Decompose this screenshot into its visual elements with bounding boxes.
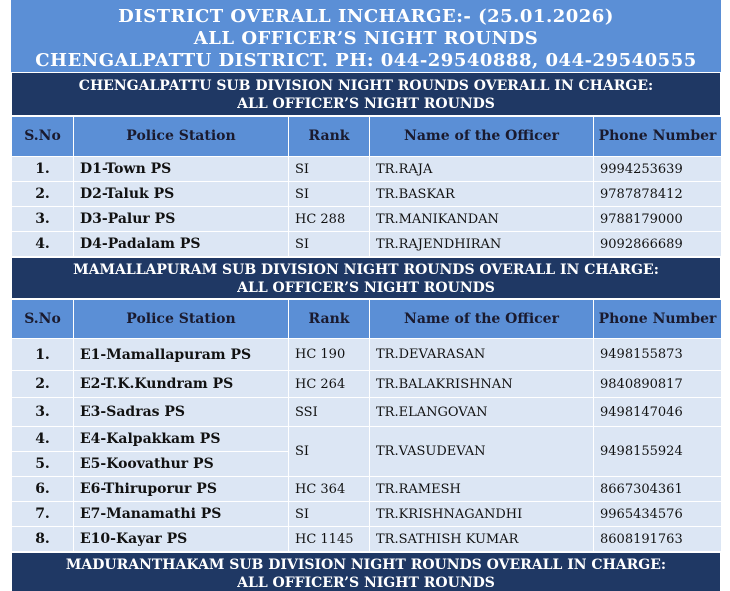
section-mamallapuram-header: MAMALLAPURAM SUB DIVISION NIGHT ROUNDS O… (11, 257, 721, 299)
row-phone-number: 8667304361 (593, 476, 721, 502)
banner-district-phone: CHENGALPATTU DISTRICT. PH: 044-29540888,… (35, 50, 697, 71)
row-rank: HC 264 (288, 370, 370, 398)
column-police-station: Police Station (73, 299, 289, 339)
row-rank: HC 1145 (288, 526, 370, 552)
row-phone-number: 9498147046 (593, 397, 721, 427)
row-phone-number: 8608191763 (593, 526, 721, 552)
row-officer-name: TR.MANIKANDAN (369, 206, 594, 232)
row-sno: 3. (11, 397, 74, 427)
district-banner: DISTRICT OVERALL INCHARGE:- (25.01.2026)… (11, 0, 721, 72)
row-sno: 8. (11, 526, 74, 552)
row-phone-number: 9787878412 (593, 181, 721, 207)
section-subtitle: ALL OFFICER’S NIGHT ROUNDS (237, 280, 495, 296)
row-officer-name: TR.SATHISH KUMAR (369, 526, 594, 552)
night-rounds-sheet: DISTRICT OVERALL INCHARGE:- (25.01.2026)… (11, 0, 721, 591)
column-rank: Rank (288, 299, 370, 339)
row-phone-number: 9498155924 (593, 426, 721, 477)
row-phone-number: 9092866689 (593, 231, 721, 257)
row-sno: 1. (11, 156, 74, 182)
row-police-station: E1-Mamallapuram PS (73, 338, 289, 371)
row-police-station: E3-Sadras PS (73, 397, 289, 427)
row-officer-name: TR.DEVARASAN (369, 338, 594, 371)
column-sno: S.No (11, 116, 74, 157)
column-phone-number: Phone Number (593, 116, 721, 157)
table-header-row: S.No Police Station Rank Name of the Off… (11, 116, 721, 157)
table-row: 2. D2-Taluk PS SI TR.BASKAR 9787878412 (11, 181, 721, 207)
table-row: 5. E5-Koovathur PS (11, 451, 722, 477)
chengalpattu-table: S.No Police Station Rank Name of the Off… (11, 116, 721, 257)
row-rank: SI (288, 231, 370, 257)
table-row: 6. E6-Thiruporur PS HC 364 TR.RAMESH 866… (11, 476, 721, 502)
row-officer-name: TR.RAJENDHIRAN (369, 231, 594, 257)
column-sno: S.No (11, 299, 74, 339)
row-officer-name: TR.RAMESH (369, 476, 594, 502)
row-rank: HC 364 (288, 476, 370, 502)
section-title: MADURANTHAKAM SUB DIVISION NIGHT ROUNDS … (65, 557, 667, 573)
row-sno: 4. (11, 231, 74, 257)
row-phone-number: 9788179000 (593, 206, 721, 232)
section-title: MAMALLAPURAM SUB DIVISION NIGHT ROUNDS O… (73, 262, 659, 278)
row-police-station: E2-T.K.Kundram PS (73, 370, 289, 398)
row-phone-number: 9498155873 (593, 338, 721, 371)
row-officer-name: TR.BALAKRISHNAN (369, 370, 594, 398)
column-rank: Rank (288, 116, 370, 157)
row-phone-number: 9840890817 (593, 370, 721, 398)
row-officer-name: TR.ELANGOVAN (369, 397, 594, 427)
mamallapuram-table: S.No Police Station Rank Name of the Off… (11, 299, 721, 552)
row-sno: 2. (11, 181, 74, 207)
section-subtitle: ALL OFFICER’S NIGHT ROUNDS (237, 96, 495, 112)
row-sno: 7. (11, 501, 74, 527)
row-officer-name: TR.BASKAR (369, 181, 594, 207)
row-sno: 4. (11, 426, 74, 452)
row-police-station: D2-Taluk PS (73, 181, 289, 207)
row-police-station: E10-Kayar PS (73, 526, 289, 552)
row-rank: SSI (288, 397, 370, 427)
row-police-station: E7-Manamathi PS (73, 501, 289, 527)
table-row: 3. D3-Palur PS HC 288 TR.MANIKANDAN 9788… (11, 206, 721, 232)
row-police-station: D3-Palur PS (73, 206, 289, 232)
banner-title: DISTRICT OVERALL INCHARGE:- (25.01.2026) (118, 6, 614, 27)
row-rank: HC 190 (288, 338, 370, 371)
section-subtitle: ALL OFFICER’S NIGHT ROUNDS (237, 575, 495, 591)
banner-subtitle: ALL OFFICER’S NIGHT ROUNDS (193, 28, 539, 49)
row-rank: HC 288 (288, 206, 370, 232)
section-chengalpattu-header: CHENGALPATTU SUB DIVISION NIGHT ROUNDS O… (11, 72, 721, 116)
row-officer-name: TR.RAJA (369, 156, 594, 182)
column-phone-number: Phone Number (593, 299, 721, 339)
section-maduranthakam-header: MADURANTHAKAM SUB DIVISION NIGHT ROUNDS … (11, 552, 721, 591)
table-row: 4. D4-Padalam PS SI TR.RAJENDHIRAN 90928… (11, 231, 721, 257)
table-header-row: S.No Police Station Rank Name of the Off… (11, 299, 721, 339)
table-row: 2. E2-T.K.Kundram PS HC 264 TR.BALAKRISH… (11, 370, 721, 398)
table-row: 3. E3-Sadras PS SSI TR.ELANGOVAN 9498147… (11, 397, 721, 427)
column-police-station: Police Station (73, 116, 289, 157)
row-sno: 5. (11, 451, 74, 477)
row-police-station: D4-Padalam PS (73, 231, 289, 257)
column-officer-name: Name of the Officer (369, 116, 594, 157)
row-officer-name: TR.VASUDEVAN (369, 426, 594, 477)
row-phone-number: 9965434576 (593, 501, 721, 527)
row-rank: SI (288, 426, 370, 477)
row-rank: SI (288, 181, 370, 207)
row-officer-name: TR.KRISHNAGANDHI (369, 501, 594, 527)
column-officer-name: Name of the Officer (369, 299, 594, 339)
row-phone-number: 9994253639 (593, 156, 721, 182)
row-police-station: E6-Thiruporur PS (73, 476, 289, 502)
row-sno: 3. (11, 206, 74, 232)
table-row: 8. E10-Kayar PS HC 1145 TR.SATHISH KUMAR… (11, 526, 721, 552)
row-police-station: E4-Kalpakkam PS (73, 426, 289, 452)
table-row: 7. E7-Manamathi PS SI TR.KRISHNAGANDHI 9… (11, 501, 721, 527)
row-sno: 6. (11, 476, 74, 502)
row-rank: SI (288, 501, 370, 527)
table-row: 4. E4-Kalpakkam PS SI TR.VASUDEVAN 94981… (11, 426, 721, 477)
row-sno: 2. (11, 370, 74, 398)
row-police-station: D1-Town PS (73, 156, 289, 182)
row-sno: 1. (11, 338, 74, 371)
table-row: 1. E1-Mamallapuram PS HC 190 TR.DEVARASA… (11, 338, 721, 371)
row-police-station: E5-Koovathur PS (73, 451, 289, 477)
table-row: 1. D1-Town PS SI TR.RAJA 9994253639 (11, 156, 721, 182)
section-title: CHENGALPATTU SUB DIVISION NIGHT ROUNDS O… (78, 78, 654, 94)
row-rank: SI (288, 156, 370, 182)
